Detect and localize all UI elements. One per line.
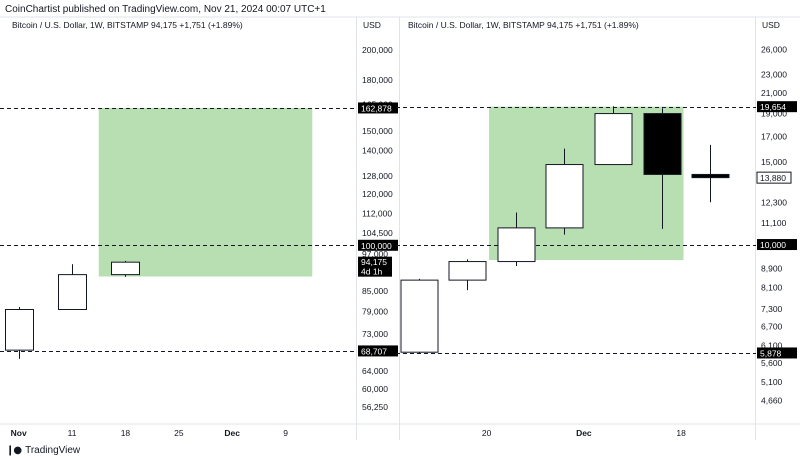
chart-panel-1: Bitcoin / U.S. Dollar, 1W, BITSTAMP 94,1… [0,17,398,440]
price-label: 10,000 [760,240,786,250]
last-price-countdown: 4d 1h [361,267,383,277]
target-zone-rect [98,107,313,277]
y-tick-label: 12,300 [761,197,787,207]
price-label: 19,654 [760,102,786,112]
y-tick-label: 79,000 [362,307,388,317]
y-tick-label: 112,000 [362,208,392,218]
candle-body [497,227,536,263]
y-tick-label: 15,000 [761,157,787,167]
y-tick-label: 128,000 [362,171,393,181]
price-label-bg [358,102,398,114]
y-tick-label: 85,000 [362,286,388,296]
y-tick-label: 97,000 [362,249,388,259]
x-tick-label: 9 [283,428,288,438]
chart-panel-2: Bitcoin / U.S. Dollar, 1W, BITSTAMP 94,1… [396,17,797,440]
price-label-bg [757,347,797,359]
currency-label: USD [762,20,780,30]
last-price-label: 13,880 [760,173,786,183]
y-tick-label: 64,000 [362,366,388,376]
y-tick-label: 60,000 [362,384,388,394]
y-tick-label: 6,700 [761,321,783,331]
x-tick-label: 18 [121,428,131,438]
candle-body [545,164,584,229]
y-tick-label: 8,900 [761,263,783,273]
y-tick-label: 120,000 [362,189,393,199]
y-tick-label: 6,100 [761,340,783,350]
y-tick-label: 21,000 [761,88,787,98]
y-tick-label: 4,660 [761,395,783,405]
price-label: 100,000 [361,241,392,251]
x-tick-label: 20 [482,428,492,438]
y-tick-label: 17,000 [761,131,787,141]
currency-label: USD [363,20,381,30]
price-label-bg [757,239,797,251]
x-tick-label: 25 [174,428,184,438]
y-tick-label: 23,000 [761,70,787,80]
candle-body [111,261,140,276]
y-tick-label: 180,000 [362,75,393,85]
price-label-bg [358,345,398,357]
y-tick-label: 73,000 [362,329,388,339]
y-tick-label: 26,000 [761,45,787,55]
x-tick-label: Dec [576,428,592,438]
candle-body [58,274,87,311]
y-tick-label: 8,100 [761,283,783,293]
y-tick-label: 200,000 [362,45,393,55]
footer-brand-label: TradingView [25,444,81,456]
candle-body [594,113,633,166]
price-label: 68,707 [361,346,387,356]
last-price-label-bg [358,256,392,277]
candle-body [691,173,730,179]
y-tick-label: 11,100 [761,218,787,228]
price-label-bg [757,101,797,113]
y-tick-label: 5,600 [761,358,783,368]
candle-body [448,261,487,281]
publish-caption: CoinChartist published on TradingView.co… [5,4,326,15]
last-price-label-bg [756,171,792,184]
tradingview-logo-icon: ❙● [6,444,22,456]
last-price-label: 94,175 [361,257,387,267]
price-label: 5,878 [760,348,782,358]
x-tick-label: Nov [11,428,27,438]
chart-title: Bitcoin / U.S. Dollar, 1W, BITSTAMP 94,1… [12,20,243,30]
candle-body [400,279,439,353]
footer-brand: ❙● TradingView [6,442,80,458]
y-tick-label: 56,250 [362,402,388,412]
y-tick-label: 7,300 [761,304,783,314]
x-tick-label: Dec [224,428,240,438]
candle-body [643,113,682,175]
y-tick-label: 104,500 [362,228,393,238]
y-tick-label: 150,000 [362,126,393,136]
price-label-bg [358,239,398,251]
y-tick-label: 19,000 [761,109,787,119]
x-tick-label: 11 [68,428,77,438]
y-tick-label: 5,100 [761,377,783,387]
x-tick-label: 18 [676,428,686,438]
price-label: 162,878 [361,103,392,113]
chart-title: Bitcoin / U.S. Dollar, 1W, BITSTAMP 94,1… [408,20,639,30]
y-tick-label: 140,000 [362,146,393,156]
candle-body [5,309,34,351]
